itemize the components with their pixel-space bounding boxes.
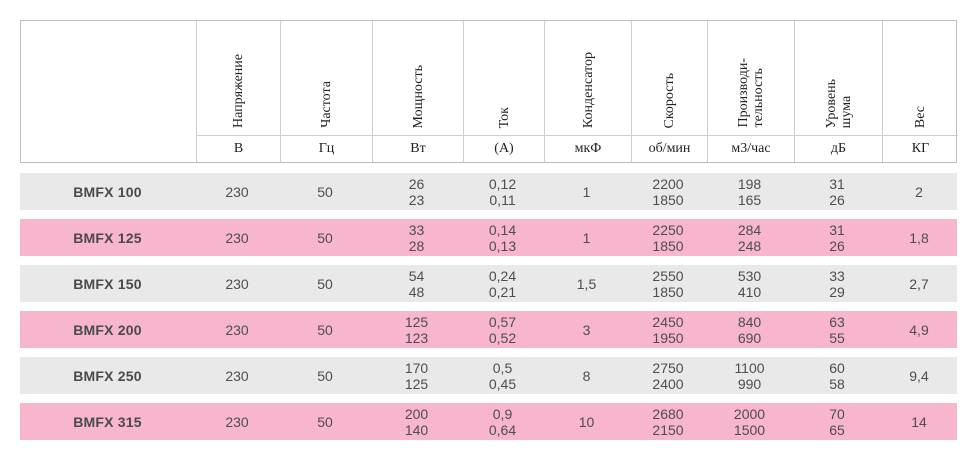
cell-weight: 14	[911, 413, 927, 430]
model-name: BMFX 315	[73, 413, 142, 430]
cell-noise: 31 26	[829, 221, 845, 254]
cell-noise: 70 65	[829, 405, 845, 438]
cell-current: 0,5 0,45	[488, 359, 517, 392]
table-row: BMFX 125 230 50 33 28 0,14 0,13 1 2250 1…	[20, 219, 957, 256]
header-cell-airflow: Производи- тельность	[707, 21, 794, 135]
cell-weight: 2	[915, 183, 923, 200]
cell-voltage: 230	[225, 413, 249, 430]
cell-frequency: 50	[317, 413, 333, 430]
cell-power: 54 48	[408, 267, 425, 300]
cell-speed: 2680 2150	[652, 405, 684, 438]
cell-frequency: 50	[317, 229, 333, 246]
unit-cell-power: Вт	[372, 135, 463, 162]
unit-cell-frequency: Гц	[280, 135, 372, 162]
cell-weight: 2,7	[909, 275, 929, 292]
cell-capacitor: 1,5	[576, 275, 597, 292]
cell-noise: 33 29	[829, 267, 845, 300]
cell-power: 33 28	[408, 221, 425, 254]
cell-voltage: 230	[225, 321, 249, 338]
model-name: BMFX 125	[73, 229, 142, 246]
cell-capacitor: 3	[582, 321, 591, 338]
cell-frequency: 50	[317, 183, 333, 200]
column-header-power: Мощность	[410, 64, 426, 128]
cell-power: 170 125	[404, 359, 429, 392]
cell-current: 0,14 0,13	[488, 221, 517, 254]
cell-capacitor: 10	[578, 413, 595, 430]
cell-current: 0,9 0,64	[488, 405, 517, 438]
table-row: BMFX 315 230 50 200 140 0,9 0,64 10 2680…	[20, 403, 957, 440]
cell-voltage: 230	[225, 367, 249, 384]
cell-frequency: 50	[317, 275, 333, 292]
cell-power: 200 140	[404, 405, 429, 438]
spec-table-body: BMFX 100 230 50 26 23 0,12 0,11 1 2200 1…	[20, 173, 970, 440]
cell-current: 0,57 0,52	[488, 313, 517, 346]
column-header-weight: Вес	[913, 105, 928, 128]
spec-table-header: Напряжение Частота Мощность Ток Конденса…	[20, 20, 958, 163]
cell-airflow: 1100 990	[734, 359, 765, 392]
cell-speed: 2550 1850	[652, 267, 684, 300]
header-cell-noise: Уровень шума	[794, 21, 882, 135]
cell-airflow: 530 410	[737, 267, 762, 300]
cell-weight: 9,4	[909, 367, 929, 384]
header-corner-cell	[21, 21, 196, 162]
column-header-airflow: Производи- тельность	[736, 58, 766, 128]
cell-power: 26 23	[408, 175, 425, 208]
unit-cell-capacitor: мкФ	[544, 135, 631, 162]
model-name: BMFX 100	[73, 183, 142, 200]
unit-cell-speed: об/мин	[631, 135, 707, 162]
cell-airflow: 2000 1500	[733, 405, 766, 438]
header-cell-power: Мощность	[372, 21, 463, 135]
header-cell-current: Ток	[463, 21, 544, 135]
unit-cell-noise: дБ	[794, 135, 882, 162]
cell-frequency: 50	[317, 321, 333, 338]
column-header-current: Ток	[496, 106, 512, 128]
cell-weight: 4,9	[909, 321, 929, 338]
unit-cell-current: (А)	[463, 135, 544, 162]
cell-voltage: 230	[225, 183, 249, 200]
cell-current: 0,12 0,11	[488, 175, 517, 208]
cell-capacitor: 1	[582, 183, 591, 200]
column-header-speed: Скорость	[662, 72, 677, 129]
unit-cell-weight: КГ	[882, 135, 958, 162]
cell-speed: 2750 2400	[652, 359, 684, 392]
model-name: BMFX 200	[73, 321, 142, 338]
cell-airflow: 284 248	[737, 221, 762, 254]
header-cell-weight: Вес	[882, 21, 958, 135]
column-header-frequency: Частота	[319, 81, 334, 128]
unit-cell-voltage: В	[196, 135, 280, 162]
table-row: BMFX 250 230 50 170 125 0,5 0,45 8 2750 …	[20, 357, 957, 394]
model-name: BMFX 150	[73, 275, 142, 292]
header-cell-frequency: Частота	[280, 21, 372, 135]
cell-noise: 60 58	[829, 359, 845, 392]
cell-capacitor: 8	[582, 367, 591, 384]
header-cell-capacitor: Конденсатор	[544, 21, 631, 135]
cell-speed: 2200 1850	[652, 175, 684, 208]
cell-power: 125 123	[404, 313, 429, 346]
column-header-noise: Уровень шума	[823, 78, 854, 128]
column-header-capacitor: Конденсатор	[580, 51, 596, 128]
cell-voltage: 230	[225, 229, 249, 246]
cell-voltage: 230	[225, 275, 249, 292]
cell-noise: 31 26	[829, 175, 845, 208]
cell-current: 0,24 0,21	[488, 267, 517, 300]
model-name: BMFX 250	[73, 367, 142, 384]
table-row: BMFX 200 230 50 125 123 0,57 0,52 3 2450…	[20, 311, 957, 348]
cell-airflow: 840 690	[737, 313, 762, 346]
cell-speed: 2450 1950	[652, 313, 684, 346]
cell-speed: 2250 1850	[652, 221, 684, 254]
table-row: BMFX 150 230 50 54 48 0,24 0,21 1,5 2550…	[20, 265, 957, 302]
cell-noise: 63 55	[829, 313, 845, 346]
cell-frequency: 50	[317, 367, 333, 384]
table-row: BMFX 100 230 50 26 23 0,12 0,11 1 2200 1…	[20, 173, 957, 210]
cell-weight: 1,8	[909, 229, 929, 246]
unit-cell-airflow: м3/час	[707, 135, 794, 162]
cell-airflow: 198 165	[737, 175, 762, 208]
cell-capacitor: 1	[582, 229, 591, 246]
header-cell-voltage: Напряжение	[196, 21, 280, 135]
column-header-voltage: Напряжение	[231, 54, 246, 128]
header-cell-speed: Скорость	[631, 21, 707, 135]
